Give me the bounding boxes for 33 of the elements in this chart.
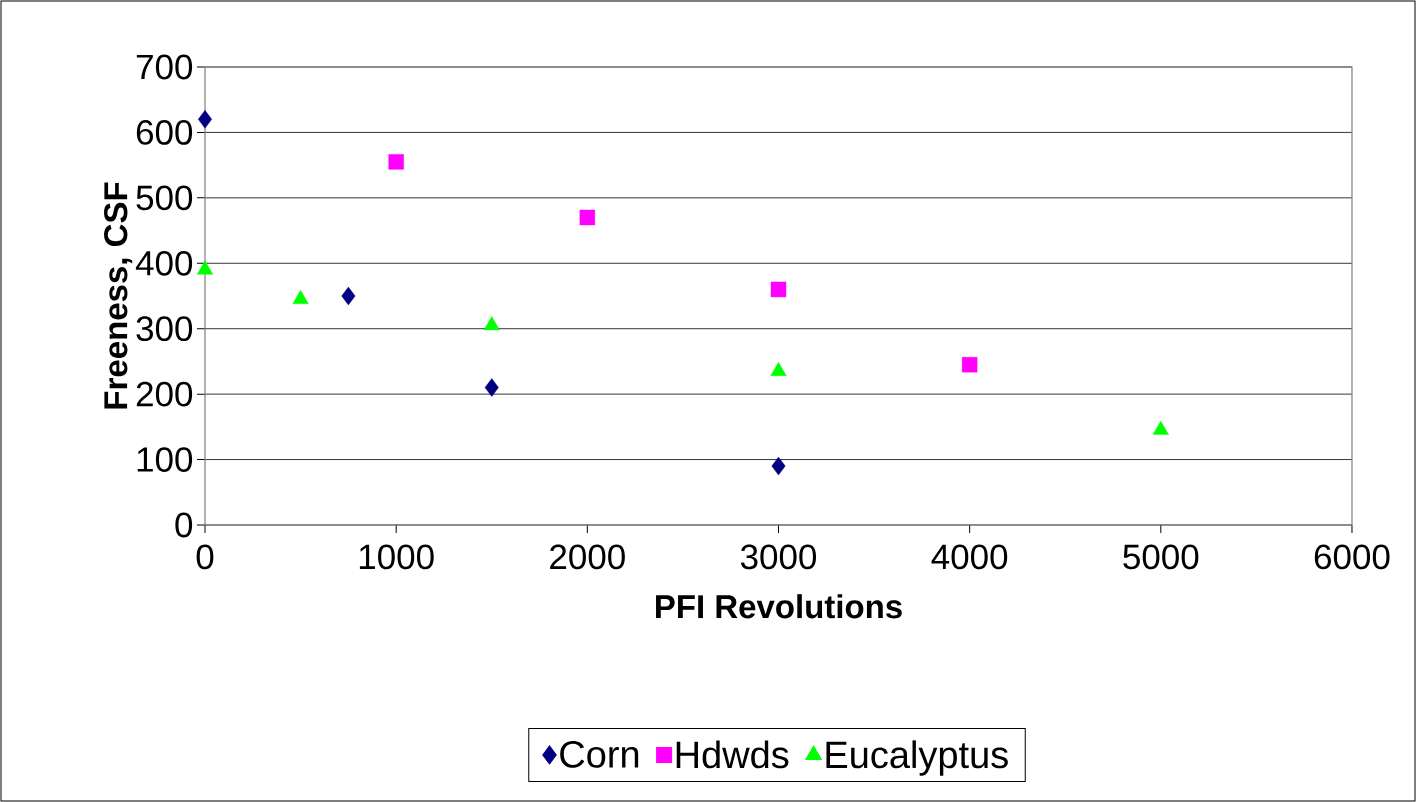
legend-label: Eucalyptus [826,740,1008,776]
point [292,290,309,304]
x-tick-label: 0 [196,544,214,570]
x-tick-label: 3000 [740,544,817,570]
point [1152,420,1169,435]
legend-label: Corn [560,740,639,768]
point [197,260,213,275]
point [341,286,356,306]
x-tick-label: 5000 [1123,544,1199,570]
point [483,316,500,331]
point [961,356,978,373]
legend-label: Hdwds [676,740,789,769]
x-tick-label: 2000 [550,544,625,570]
y-tick-label: 600 [136,120,193,145]
y-tick-label: 300 [136,316,193,342]
y-axis-title: Freeness, CSF [104,182,133,409]
y-tick-label: 700 [136,54,193,80]
point [770,281,787,298]
y-tick-label: 0 [175,512,193,538]
y-tick-label: 500 [136,185,193,211]
point [770,362,787,376]
point [388,154,404,170]
point [579,209,596,226]
point [198,110,212,129]
x-tick-label: 4000 [931,544,1008,570]
y-tick-label: 100 [137,447,193,472]
y-tick-label: 400 [135,250,193,276]
y-tick-label: 200 [136,381,193,407]
point [771,456,786,476]
x-tick-label: 1000 [359,544,434,570]
x-axis-title: PFI Revolutions [656,594,902,619]
point [484,378,499,397]
x-tick-label: 6000 [1314,544,1390,570]
